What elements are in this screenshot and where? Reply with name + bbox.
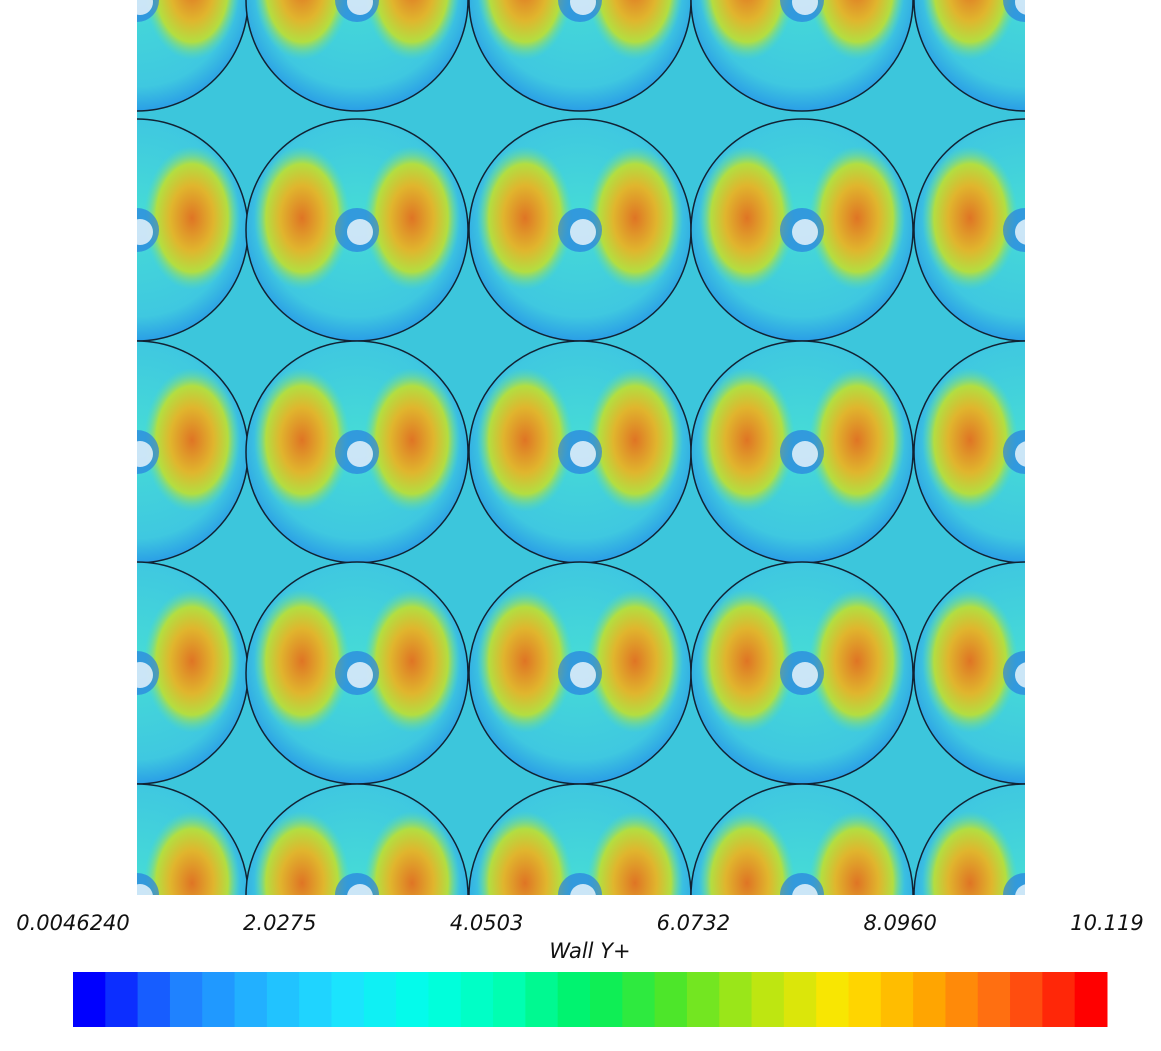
color-band — [461, 972, 494, 1027]
color-band — [138, 972, 171, 1027]
sphere — [26, 119, 248, 341]
sphere — [26, 562, 248, 784]
color-band — [493, 972, 526, 1027]
color-band — [816, 972, 849, 1027]
sphere — [469, 562, 691, 784]
sphere — [914, 341, 1136, 563]
color-band — [105, 972, 138, 1027]
color-band — [428, 972, 461, 1027]
color-band — [235, 972, 268, 1027]
color-band — [1075, 972, 1108, 1027]
color-band — [396, 972, 429, 1027]
color-band — [525, 972, 558, 1027]
sphere — [246, 119, 468, 341]
color-band — [558, 972, 591, 1027]
color-band — [881, 972, 914, 1027]
tick-label: 4.0503 — [450, 911, 523, 935]
sphere — [691, 341, 913, 563]
color-band — [332, 972, 365, 1027]
color-band — [752, 972, 785, 1027]
color-band — [687, 972, 720, 1027]
color-band — [170, 972, 203, 1027]
tick-label: 2.0275 — [243, 911, 316, 935]
viewport: Wall Y+ 0.0046240 2.0275 4.0503 6.0732 8.096… — [0, 0, 1161, 1051]
color-band — [299, 972, 332, 1027]
color-band — [1010, 972, 1043, 1027]
tick-label: 10.119 — [1070, 911, 1143, 935]
color-band — [622, 972, 655, 1027]
sphere — [914, 119, 1136, 341]
color-band — [784, 972, 817, 1027]
sphere — [246, 341, 468, 563]
sphere — [469, 119, 691, 341]
color-band — [73, 972, 106, 1027]
color-band — [202, 972, 235, 1027]
colorbar: Wall Y+ 0.0046240 2.0275 4.0503 6.0732 8.096… — [16, 911, 1144, 1027]
color-band — [590, 972, 623, 1027]
sphere — [246, 562, 468, 784]
color-band — [913, 972, 946, 1027]
color-band — [719, 972, 752, 1027]
sphere — [26, 341, 248, 563]
color-band — [945, 972, 978, 1027]
tick-label: 0.0046240 — [16, 911, 130, 935]
tick-label: 8.0960 — [863, 911, 936, 935]
color-band — [849, 972, 882, 1027]
color-band — [655, 972, 688, 1027]
colorbar-title: Wall Y+ — [549, 939, 630, 963]
sphere — [469, 341, 691, 563]
color-band — [1042, 972, 1075, 1027]
color-band — [978, 972, 1011, 1027]
color-band — [267, 972, 300, 1027]
sphere — [691, 119, 913, 341]
color-band — [364, 972, 397, 1027]
lattice — [26, 0, 1136, 1006]
render: Wall Y+ 0.0046240 2.0275 4.0503 6.0732 8.096… — [0, 0, 1161, 1051]
tick-label: 6.0732 — [657, 911, 730, 935]
sphere — [914, 562, 1136, 784]
sphere — [691, 562, 913, 784]
